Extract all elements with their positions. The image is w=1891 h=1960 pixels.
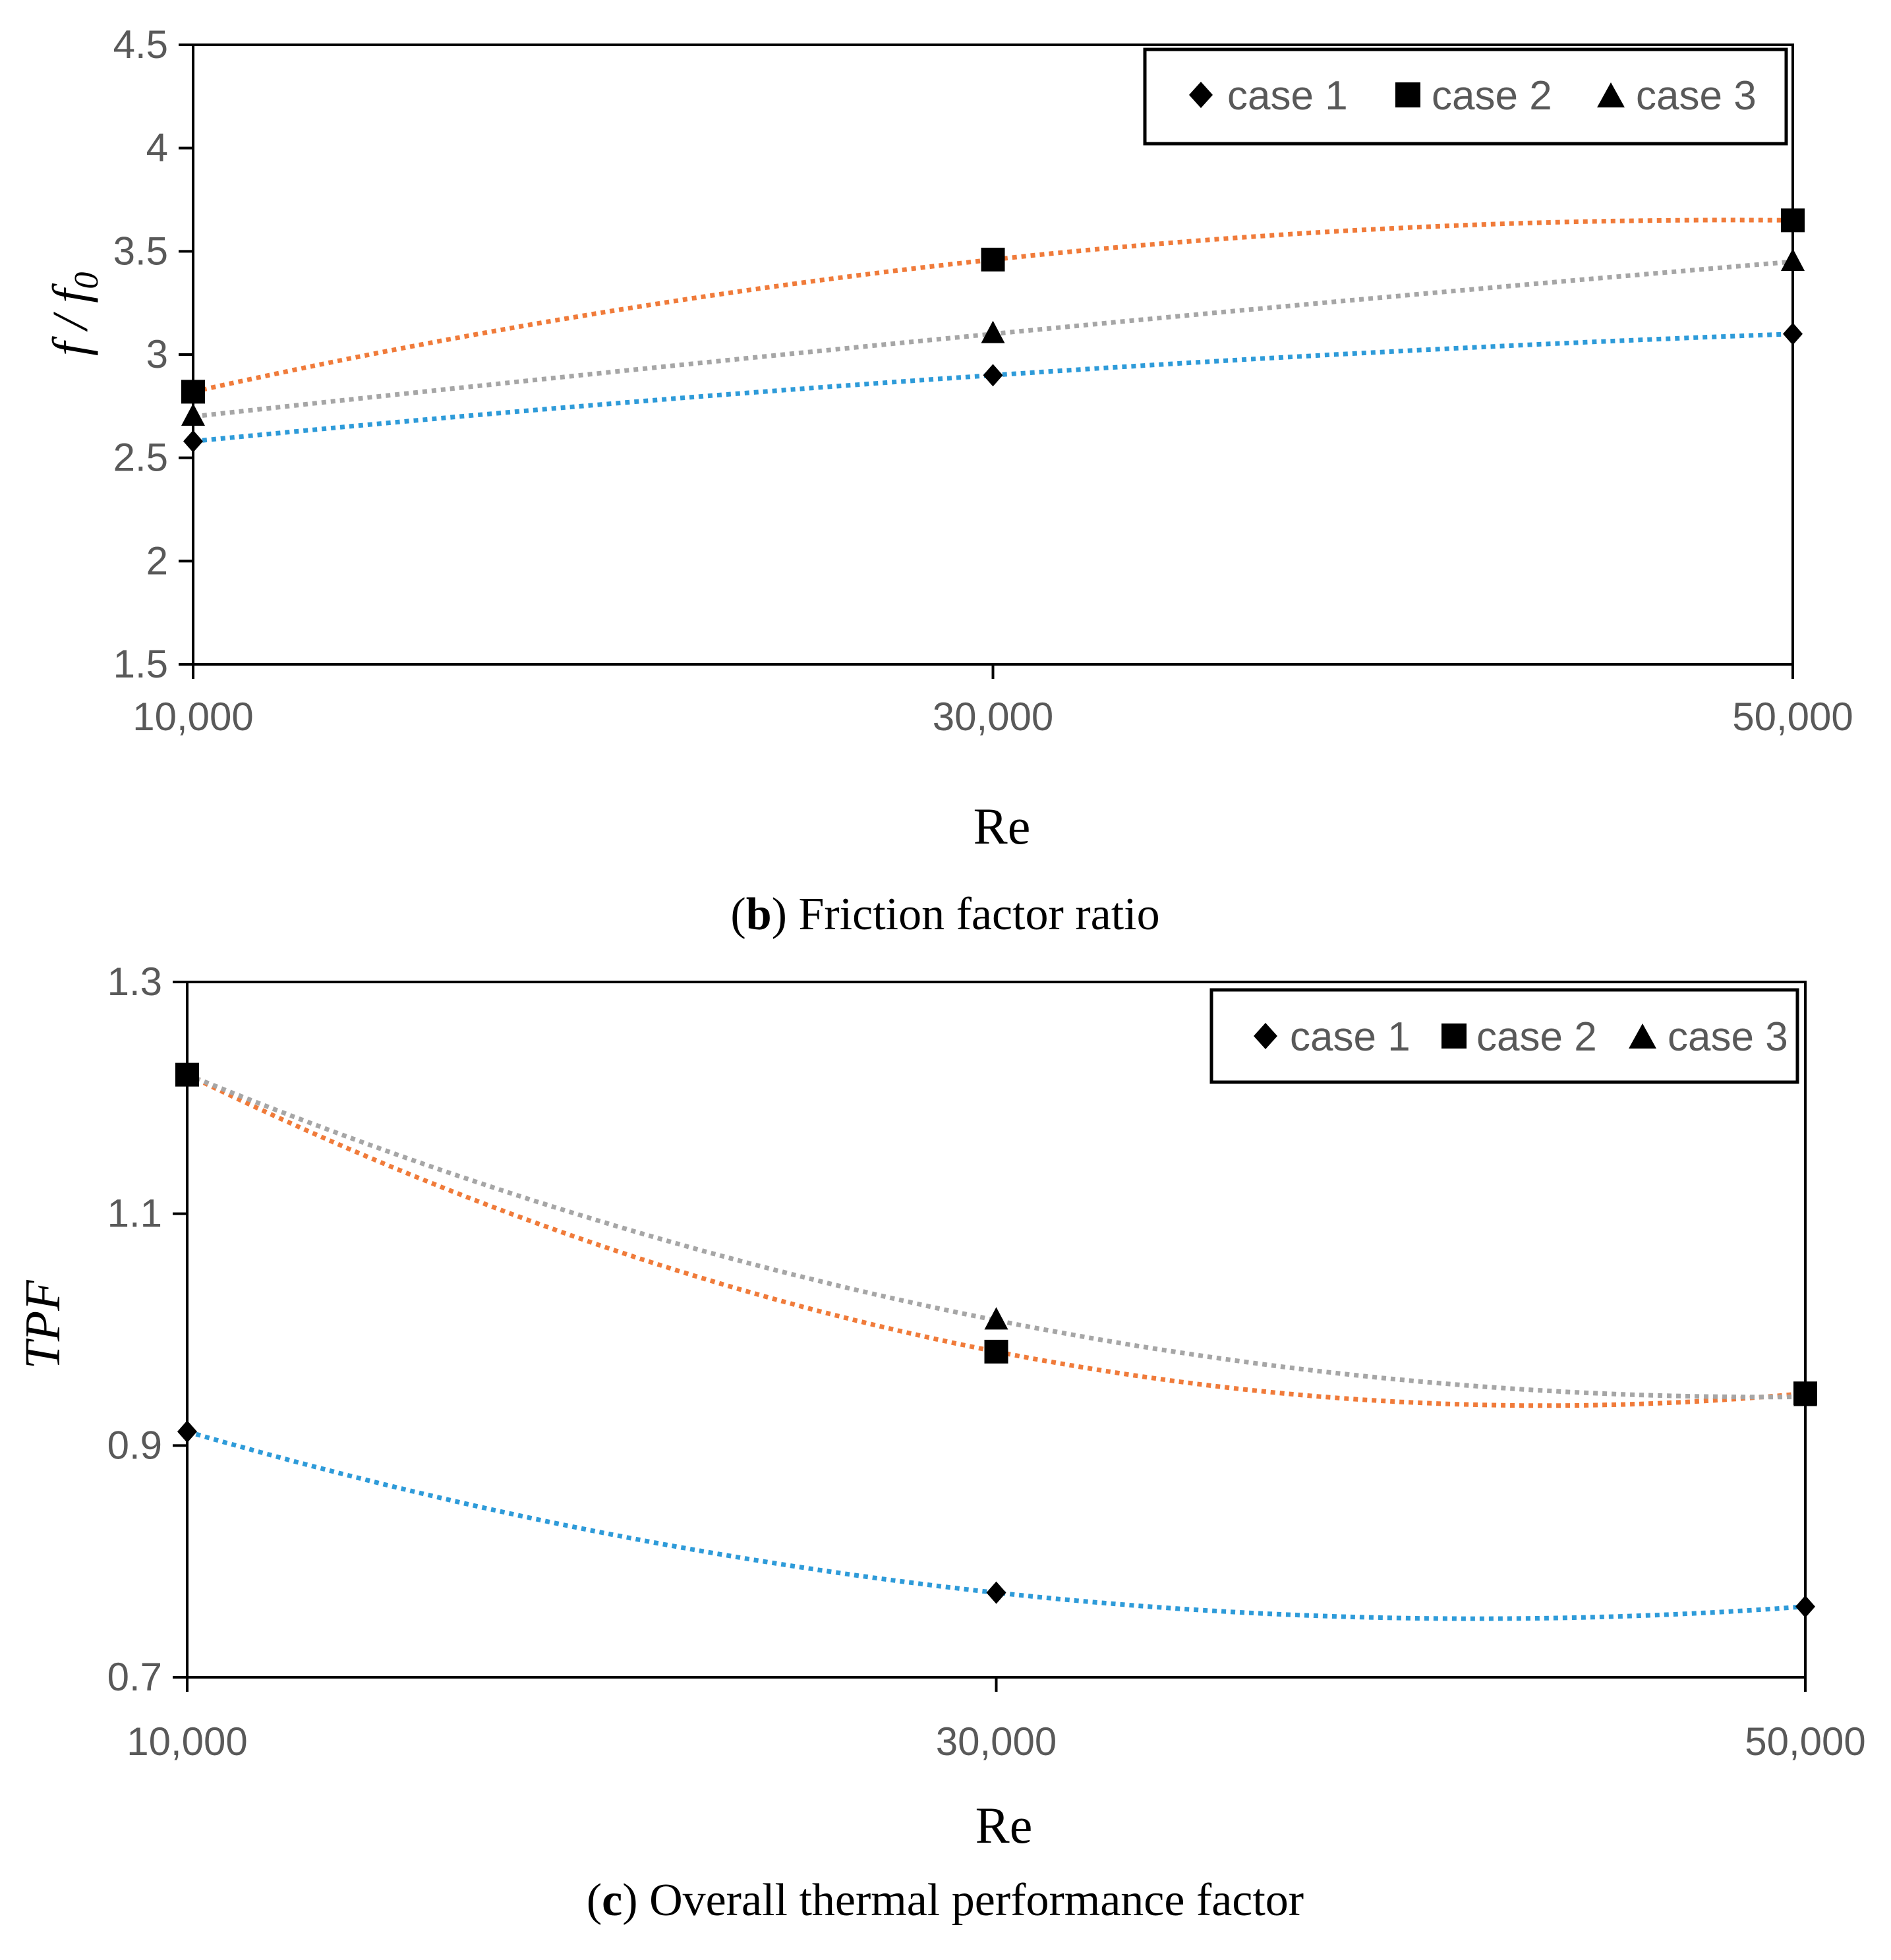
x-axis-ticks: 10,000 30,000 50,000 bbox=[132, 664, 1853, 739]
trendline-case-1 bbox=[187, 1429, 1806, 1621]
caption-text: Friction factor ratio bbox=[787, 889, 1160, 940]
legend-label-case-2: case 2 bbox=[1476, 1014, 1597, 1060]
x-tick-label: 50,000 bbox=[1732, 695, 1853, 739]
y-tick-label: 4.5 bbox=[113, 22, 168, 67]
legend-box bbox=[1209, 988, 1799, 1084]
legend-label-case-3: case 3 bbox=[1668, 1014, 1788, 1060]
data-point-case-3 bbox=[1781, 248, 1805, 271]
y-tick-label: 1.1 bbox=[107, 1192, 162, 1236]
y-axis-ticks: 0.7 0.9 1.1 1.3 bbox=[107, 960, 187, 1699]
x-axis-title: Re bbox=[975, 1797, 1033, 1854]
caption-paren-close: ) bbox=[772, 889, 787, 940]
x-tick-label: 50,000 bbox=[1745, 1719, 1866, 1764]
x-tick-label: 10,000 bbox=[127, 1719, 248, 1764]
data-point-case-3 bbox=[984, 1307, 1008, 1330]
y-axis-title: f / f0 bbox=[43, 272, 105, 356]
caption-c: (c) Overall thermal performance factor bbox=[587, 1875, 1304, 1926]
legend: case 1 case 2 case 3 bbox=[1143, 47, 1788, 146]
legend-label-case-1: case 1 bbox=[1227, 73, 1348, 119]
legend-diamond-icon bbox=[1189, 82, 1213, 108]
x-tick-label: 10,000 bbox=[132, 695, 254, 739]
x-axis-ticks: 10,000 30,000 50,000 bbox=[127, 1677, 1866, 1764]
data-point-case-2 bbox=[175, 1062, 199, 1087]
caption-letter: b bbox=[746, 889, 772, 940]
data-point-case-2 bbox=[981, 247, 1005, 272]
caption-paren-open: ( bbox=[730, 889, 745, 940]
legend-box bbox=[1143, 47, 1788, 146]
y-tick-label: 2.5 bbox=[113, 436, 168, 480]
data-point-case-1 bbox=[1783, 322, 1803, 345]
data-point-case-2 bbox=[984, 1339, 1008, 1364]
caption-paren-close: ) bbox=[622, 1875, 637, 1926]
data-markers bbox=[181, 208, 1805, 453]
data-point-case-1 bbox=[983, 364, 1003, 387]
data-point-case-1 bbox=[1795, 1595, 1815, 1618]
trendline-case-1 bbox=[192, 331, 1793, 444]
trendline-case-3 bbox=[186, 1072, 1806, 1400]
trendline-case-2 bbox=[192, 217, 1793, 394]
caption-text: Overall thermal performance factor bbox=[638, 1875, 1304, 1926]
data-markers bbox=[175, 1061, 1817, 1618]
y-axis-title-subscript: 0 bbox=[68, 272, 105, 289]
legend-label-case-1: case 1 bbox=[1290, 1014, 1411, 1060]
legend-triangle-icon bbox=[1629, 1023, 1656, 1049]
y-tick-label: 0.9 bbox=[107, 1423, 162, 1467]
x-tick-label: 30,000 bbox=[936, 1719, 1057, 1764]
data-point-case-3 bbox=[981, 320, 1005, 343]
y-tick-label: 1.5 bbox=[113, 642, 168, 686]
y-tick-label: 0.7 bbox=[107, 1655, 162, 1699]
y-axis-title-main: f / f bbox=[43, 283, 98, 356]
x-tick-label: 30,000 bbox=[933, 695, 1054, 739]
data-point-case-2 bbox=[181, 380, 205, 404]
data-point-case-2 bbox=[1781, 208, 1805, 233]
y-tick-label: 3.5 bbox=[113, 229, 168, 273]
data-point-case-2 bbox=[1793, 1381, 1817, 1406]
y-tick-label: 2 bbox=[146, 538, 168, 583]
legend-square-icon bbox=[1395, 82, 1420, 107]
caption-b: (b) Friction factor ratio bbox=[730, 889, 1159, 940]
caption-letter: c bbox=[602, 1875, 622, 1926]
data-point-case-1 bbox=[177, 1420, 197, 1443]
legend-triangle-icon bbox=[1597, 82, 1625, 107]
thermal-performance-chart: 0.7 0.9 1.1 1.3 10,000 30,000 50,000 case 1 c… bbox=[15, 960, 1866, 1926]
y-tick-label: 3 bbox=[146, 332, 168, 376]
plot-area-frame bbox=[186, 981, 1807, 1679]
friction-factor-chart: 1.5 2 2.5 3 3.5 4 4.5 10,000 30,000 50,000 case … bbox=[43, 22, 1853, 940]
legend-label-case-3: case 3 bbox=[1636, 73, 1757, 119]
data-point-case-3 bbox=[181, 403, 205, 426]
x-axis-title: Re bbox=[974, 797, 1031, 855]
legend-square-icon bbox=[1441, 1023, 1467, 1049]
y-axis-title: TPF bbox=[15, 1279, 71, 1369]
caption-paren-open: ( bbox=[587, 1875, 602, 1926]
y-tick-label: 4 bbox=[146, 126, 168, 170]
y-axis-title-main: TPF bbox=[15, 1279, 71, 1369]
trendlines bbox=[186, 1072, 1806, 1621]
y-axis-ticks: 1.5 2 2.5 3 3.5 4 4.5 bbox=[113, 22, 193, 686]
y-tick-label: 1.3 bbox=[107, 960, 162, 1004]
data-point-case-1 bbox=[183, 430, 203, 453]
data-point-case-1 bbox=[986, 1581, 1006, 1604]
legend-label-case-2: case 2 bbox=[1432, 73, 1552, 119]
legend-diamond-icon bbox=[1254, 1023, 1277, 1049]
legend: case 1 case 2 case 3 bbox=[1209, 988, 1799, 1084]
